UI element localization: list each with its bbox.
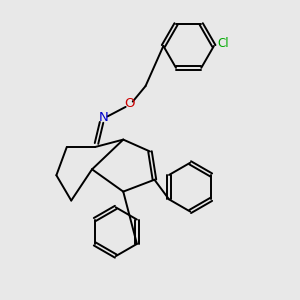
Text: O: O [124, 98, 134, 110]
Text: Cl: Cl [218, 37, 229, 50]
Text: N: N [99, 111, 109, 124]
